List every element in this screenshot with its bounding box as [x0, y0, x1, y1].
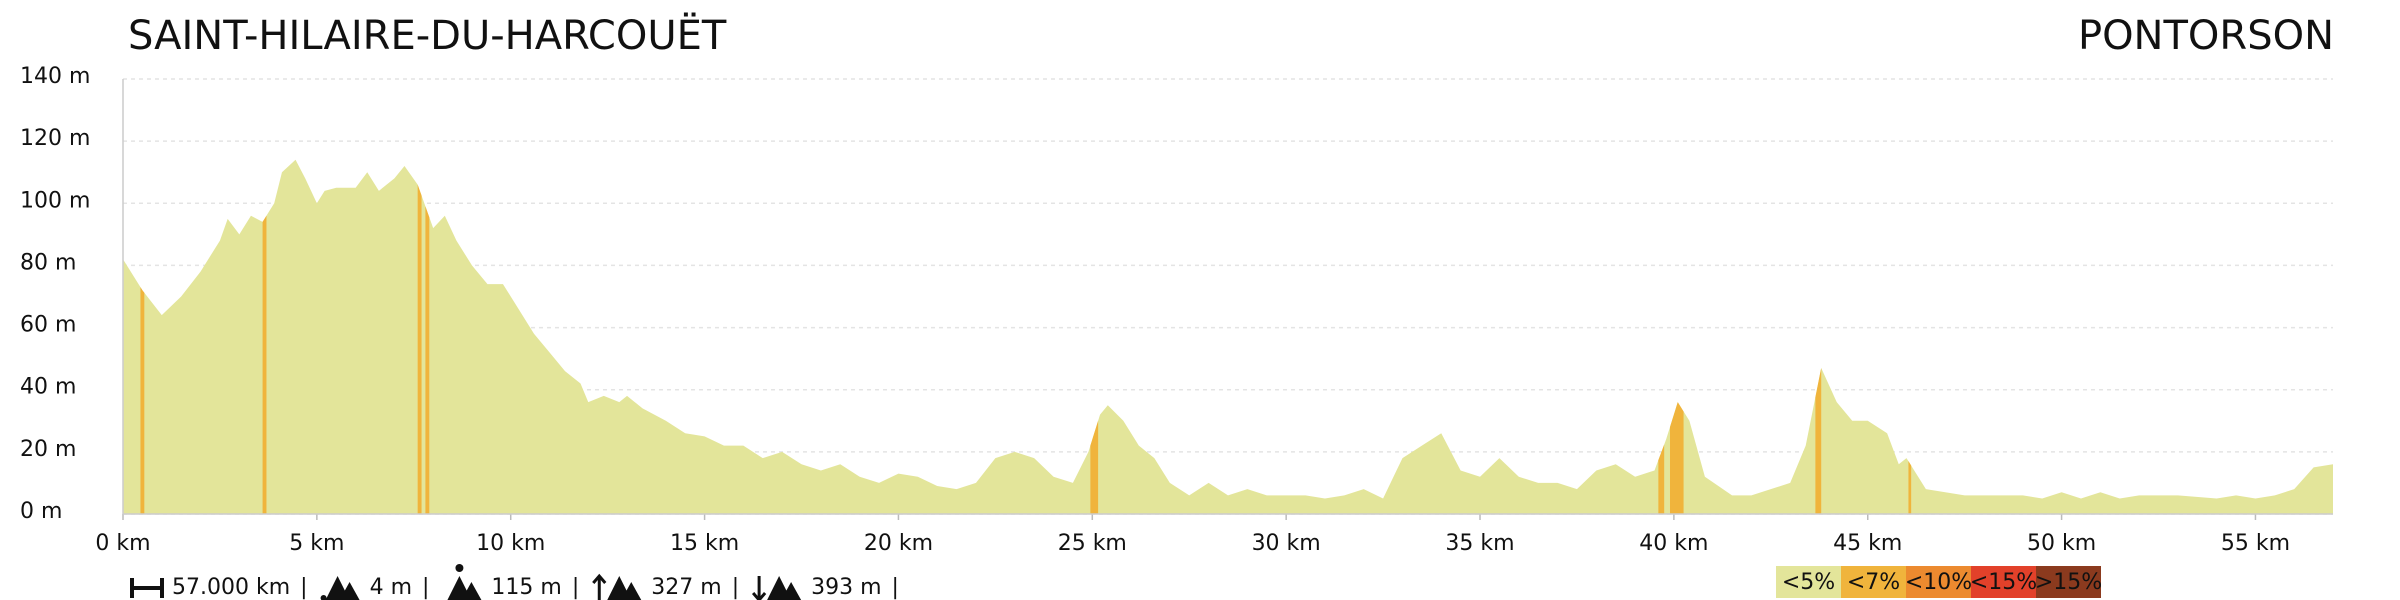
legend-swatch [1776, 566, 1841, 598]
stat-icon [592, 573, 642, 600]
stat-icon [320, 576, 360, 600]
icon-mountain [607, 576, 642, 600]
start-title: SAINT-HILAIRE-DU-HARCOUËT [128, 11, 727, 59]
steep-segment [1908, 461, 1912, 514]
steep-segment [1670, 402, 1684, 514]
legend-label: <7% [1847, 570, 1900, 595]
stat-value: 393 m [811, 575, 881, 600]
y-tick-label: 40 m [20, 375, 76, 400]
y-tick-label: 0 m [20, 499, 62, 524]
stat-icon [130, 578, 164, 598]
steep-segment [1658, 444, 1665, 514]
x-tick-label: 25 km [1058, 531, 1127, 556]
stat-separator: | [892, 575, 899, 600]
x-tick-label: 20 km [864, 531, 933, 556]
stat-icon [751, 576, 802, 600]
x-tick-label: 10 km [476, 531, 545, 556]
x-tick-label: 45 km [1833, 531, 1902, 556]
steep-segment [140, 287, 145, 514]
y-tick-label: 100 m [20, 188, 90, 213]
legend-label: <10% [1905, 570, 1972, 595]
steep-segment [262, 215, 267, 514]
x-tick-label: 15 km [670, 531, 739, 556]
y-tick-label: 120 m [20, 126, 90, 151]
legend-label: <15% [1970, 570, 2037, 595]
icon-arrow [751, 576, 767, 600]
legend-label: >15% [2035, 570, 2102, 595]
icon-mountain [767, 576, 802, 600]
y-tick-label: 80 m [20, 250, 76, 275]
stat-separator: | [422, 575, 429, 600]
x-tick-label: 0 km [95, 531, 150, 556]
y-tick-label: 140 m [20, 64, 90, 89]
x-tick-label: 5 km [289, 531, 344, 556]
stat-value: 4 m [370, 575, 412, 600]
legend-label: <5% [1782, 570, 1835, 595]
icon-dot [320, 595, 327, 600]
legend-swatch [1971, 566, 2036, 598]
x-tick-label: 30 km [1252, 531, 1321, 556]
elevation-area [123, 159, 2333, 515]
legend-swatch [1906, 566, 1971, 598]
x-tick-label: 50 km [2027, 531, 2096, 556]
stat-value: 115 m [491, 575, 561, 600]
icon-distance [130, 578, 164, 598]
x-tick-label: 35 km [1445, 531, 1514, 556]
x-tick-label: 40 km [1639, 531, 1708, 556]
steep-segment [417, 184, 422, 514]
icon-mountain [325, 576, 360, 600]
y-tick-label: 20 m [20, 437, 76, 462]
steep-segment [1090, 420, 1099, 514]
icon-dot [455, 564, 464, 572]
stat-separator: | [572, 575, 579, 600]
legend-swatch [1841, 566, 1906, 598]
stat-separator: | [300, 575, 307, 600]
legend-swatch [2036, 566, 2101, 598]
stat-value: 327 m [651, 575, 721, 600]
y-tick-label: 60 m [20, 313, 76, 338]
icon-arrow [592, 573, 607, 600]
stat-icon [447, 564, 482, 600]
x-tick-label: 55 km [2221, 531, 2290, 556]
steep-segment [1815, 367, 1822, 514]
icon-mountain [447, 576, 482, 600]
end-title: PONTORSON [2078, 13, 2334, 59]
stat-value: 57.000 km [172, 575, 290, 600]
steep-segment [425, 206, 430, 514]
stat-separator: | [732, 575, 739, 600]
